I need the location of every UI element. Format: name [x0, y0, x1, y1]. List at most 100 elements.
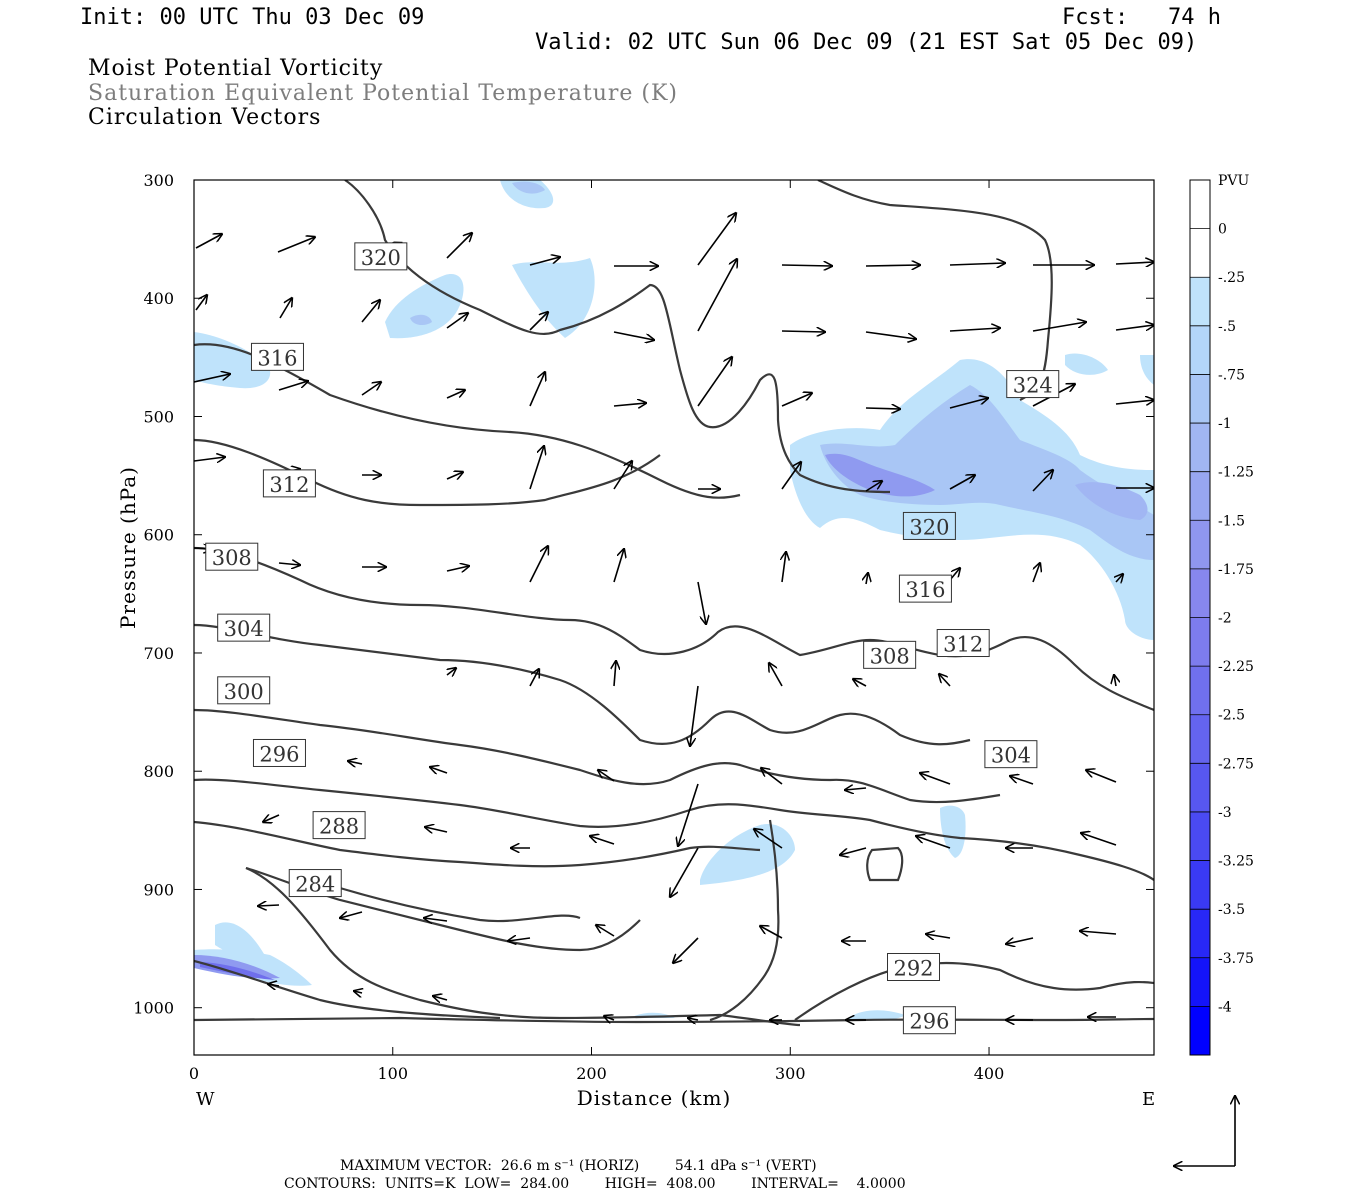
colorbar-level: -.75	[1218, 367, 1245, 383]
init-time: Init: 00 UTC Thu 03 Dec 09	[80, 5, 425, 30]
colorbar-swatch	[1190, 811, 1210, 862]
contour-label: 324	[1013, 374, 1053, 398]
contour-label: 312	[269, 473, 309, 497]
reference-vector-icon	[1174, 1096, 1235, 1166]
contour-label-box	[250, 342, 304, 371]
colorbar-swatch	[1190, 325, 1210, 375]
contour-label: 296	[909, 1010, 949, 1034]
colorbar-level: -2.25	[1218, 659, 1254, 675]
colorbar-swatch	[1190, 909, 1210, 959]
colorbar-level: -4	[1218, 999, 1232, 1015]
x-tick-label: 100	[377, 1064, 408, 1083]
contour-info: CONTOURS: UNITS=K LOW= 284.00 HIGH= 408.…	[284, 1176, 906, 1192]
colorbar-swatch	[1190, 374, 1210, 424]
x-tick-label: 400	[974, 1064, 1005, 1083]
contour-label-box	[205, 542, 259, 571]
y-tick-label: 600	[143, 526, 174, 545]
contour-label-box	[902, 511, 956, 540]
colorbar-level: -.5	[1218, 319, 1236, 335]
contour-label-box	[898, 574, 952, 603]
contour-label: 308	[870, 644, 910, 668]
y-axis-title: Pressure (hPa)	[116, 466, 140, 629]
colorbar-swatch	[1190, 471, 1210, 521]
field-title-vectors: Circulation Vectors	[88, 105, 322, 130]
contour-label-box	[354, 242, 408, 271]
colorbar-swatch	[1190, 714, 1210, 764]
valid-time: Valid: 02 UTC Sun 06 Dec 09 (21 EST Sat …	[535, 30, 1198, 55]
forecast-hour: Fcst: 74 h	[1062, 5, 1221, 30]
contour-label-box	[863, 640, 917, 669]
contour-label: 300	[224, 680, 264, 704]
colorbar-swatch	[1190, 763, 1210, 813]
colorbar-level: -1	[1218, 416, 1232, 432]
contour-label-box	[936, 629, 990, 658]
contour-label: 304	[224, 617, 264, 641]
colorbar-level: -3.25	[1218, 854, 1254, 870]
colorbar-level: -2.75	[1218, 756, 1254, 772]
colorbar-swatch	[1190, 423, 1210, 473]
x-tick-label: 300	[775, 1064, 806, 1083]
contour-label-box	[887, 953, 941, 981]
colorbar-unit: PVU	[1218, 173, 1250, 189]
colorbar-swatch	[1190, 180, 1210, 230]
axes: 300 400 500 600 700 800 900 1000 0 100 200 300 400 Di…	[116, 171, 1155, 1110]
pvu-colorbar: PVU 0 -.25 -.5 -.75 -1 -1.25 -1.5 -1.75 -2 -2.25 -2…	[1189, 173, 1254, 1056]
contour-label-box	[288, 869, 342, 898]
y-tick-label: 1000	[133, 999, 174, 1018]
contour-label: 284	[295, 873, 335, 897]
colorbar-swatch	[1190, 666, 1210, 716]
colorbar-level: -3	[1218, 805, 1232, 821]
contour-labels: 320 316 324 312 320 308 316 312 304 308 300 304 296 2…	[205, 242, 1060, 1035]
colorbar-level: 0	[1218, 222, 1227, 238]
contour-label: 320	[361, 246, 401, 270]
contour-label: 304	[991, 744, 1031, 768]
contour-label: 308	[212, 546, 252, 570]
contour-label-box	[217, 676, 271, 705]
colorbar-swatch	[1190, 520, 1210, 570]
x-tick-label: 0	[189, 1064, 199, 1083]
field-title-theta: Saturation Equivalent Potential Temperat…	[88, 81, 678, 106]
west-label: W	[196, 1089, 215, 1110]
contour-label: 288	[319, 815, 359, 839]
contour-label: 292	[893, 957, 933, 981]
contour-label-box	[262, 469, 316, 498]
colorbar-level: -.25	[1218, 270, 1245, 286]
y-tick-label: 700	[143, 644, 174, 663]
colorbar-level: -1.5	[1218, 513, 1245, 529]
y-tick-label: 800	[143, 762, 174, 781]
contour-label: 316	[257, 346, 297, 370]
contour-label-box	[984, 740, 1038, 769]
contour-label-box	[1006, 370, 1060, 399]
colorbar-level: -2.5	[1218, 708, 1245, 724]
contour-label-box	[902, 1006, 956, 1035]
circulation-vectors	[194, 213, 1154, 1021]
contour-label: 312	[943, 633, 983, 657]
colorbar-swatch	[1190, 228, 1210, 278]
colorbar-swatch	[1190, 957, 1210, 1007]
colorbar-swatch	[1190, 1006, 1210, 1056]
colorbar-level: -3.75	[1218, 951, 1254, 967]
contour-label: 316	[905, 578, 945, 602]
x-axis-title: Distance (km)	[577, 1086, 732, 1110]
colorbar-level: -1.25	[1218, 465, 1254, 481]
y-tick-label: 400	[143, 289, 174, 308]
colorbar-level: -1.75	[1218, 562, 1254, 578]
contour-label-box	[252, 738, 306, 767]
colorbar-swatch	[1190, 568, 1210, 618]
colorbar-swatch	[1190, 277, 1210, 327]
y-tick-label: 300	[143, 171, 174, 190]
x-tick-label: 200	[576, 1064, 607, 1083]
colorbar-swatch	[1190, 617, 1210, 667]
colorbar-level: -3.5	[1218, 902, 1245, 918]
max-vector-note: MAXIMUM VECTOR: 26.6 m s⁻¹ (HORIZ) 54.1 …	[340, 1158, 817, 1174]
colorbar-swatch	[1190, 860, 1210, 910]
y-tick-label: 900	[143, 880, 174, 899]
theta-contours	[194, 180, 1154, 1027]
field-title-mpv: Moist Potential Vorticity	[88, 56, 384, 81]
plot-frame	[193, 179, 1155, 1056]
contour-label-box	[217, 613, 271, 642]
contour-label: 296	[259, 742, 299, 766]
east-label: E	[1142, 1089, 1155, 1110]
y-tick-label: 500	[143, 407, 174, 426]
